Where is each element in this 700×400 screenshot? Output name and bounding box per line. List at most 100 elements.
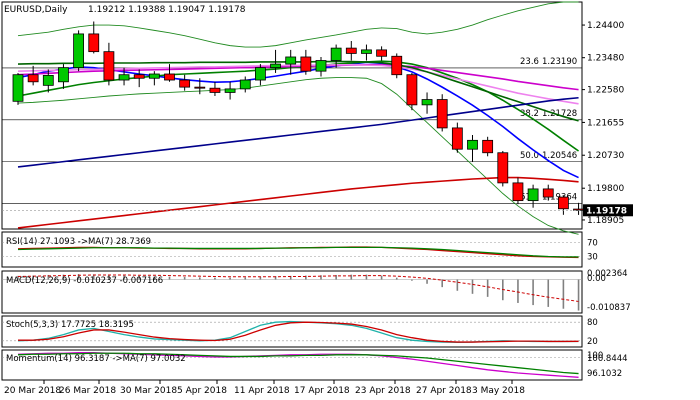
macd-y-label: -0.010837 bbox=[587, 303, 631, 313]
candle-body bbox=[482, 139, 494, 154]
candle bbox=[179, 74, 191, 91]
candle bbox=[88, 21, 100, 54]
x-tick-label: 17 Apr 2018 bbox=[294, 386, 350, 396]
panel-frame-2 bbox=[1, 270, 583, 314]
macd-title: MACD(12,26,9) -0.010237 -0.007166 bbox=[6, 276, 163, 286]
candle-body bbox=[391, 55, 403, 76]
fib-level-label: 23.6 bbox=[520, 57, 539, 67]
candle-body bbox=[467, 139, 478, 150]
fib-level-value: 1.23190 bbox=[542, 57, 577, 67]
fib-level-label: 38.2 bbox=[520, 109, 539, 119]
candle-body bbox=[451, 127, 463, 150]
candle bbox=[361, 44, 372, 61]
fib-level-value: 1.21728 bbox=[542, 109, 577, 119]
panel-frame-0 bbox=[1, 1, 583, 230]
candle bbox=[436, 94, 448, 132]
candle bbox=[391, 53, 403, 79]
x-tick-label: 27 Apr 2018 bbox=[416, 386, 472, 396]
candle-body bbox=[194, 86, 206, 89]
candle-body bbox=[330, 47, 342, 61]
bollinger-band-lower bbox=[17, 77, 579, 235]
candle bbox=[133, 69, 145, 88]
x-tick-label: 3 May 2018 bbox=[472, 386, 525, 396]
candle-body bbox=[542, 188, 554, 198]
candle bbox=[467, 135, 478, 162]
candle bbox=[345, 41, 357, 61]
candle-body bbox=[345, 47, 357, 54]
candle-body bbox=[179, 79, 191, 88]
candle bbox=[512, 177, 524, 205]
candle bbox=[42, 69, 54, 93]
candle-body bbox=[42, 75, 54, 86]
current-price-tag bbox=[583, 204, 633, 217]
candle bbox=[376, 46, 388, 61]
candle bbox=[58, 64, 69, 89]
candle-body bbox=[224, 88, 236, 93]
candle-body bbox=[73, 33, 84, 69]
momentum-y-label: 96.1032 bbox=[587, 369, 622, 379]
candle bbox=[224, 81, 236, 100]
candle bbox=[330, 44, 342, 68]
candle-body bbox=[497, 152, 509, 184]
y-tick-label: 1.18905 bbox=[587, 216, 624, 226]
candle bbox=[421, 92, 433, 114]
candle bbox=[103, 42, 115, 86]
chart-title: EURUSD,Daily bbox=[4, 5, 68, 15]
candle bbox=[558, 195, 569, 215]
y-tick-label: 1.19800 bbox=[587, 184, 624, 194]
macd-y-label: 0.00 bbox=[587, 274, 606, 284]
candle-body bbox=[361, 49, 372, 54]
bollinger-band-upper bbox=[17, 1, 579, 48]
stoch-y-label: 20 bbox=[587, 337, 598, 347]
candle bbox=[451, 122, 463, 153]
candle bbox=[239, 76, 251, 93]
x-tick-label: 5 Apr 2018 bbox=[177, 386, 227, 396]
candle bbox=[482, 136, 494, 157]
candle-body bbox=[270, 63, 281, 69]
rsi-y-label: 70 bbox=[587, 239, 598, 249]
current-price-label: 1.19178 bbox=[586, 206, 627, 216]
candle-body bbox=[285, 56, 297, 65]
candle bbox=[285, 49, 297, 75]
y-tick-label: 1.23480 bbox=[587, 54, 624, 64]
panel-frame-1 bbox=[1, 231, 583, 268]
candle bbox=[270, 49, 281, 73]
candle bbox=[315, 56, 327, 77]
candle-body bbox=[103, 51, 115, 81]
candle bbox=[27, 65, 39, 86]
candle bbox=[73, 30, 84, 72]
candle bbox=[497, 150, 509, 187]
candle-body bbox=[315, 60, 327, 72]
indicator-series-line bbox=[17, 246, 579, 258]
indicator-series-line bbox=[17, 352, 579, 375]
panel-frame-3 bbox=[1, 315, 583, 348]
indicator-series-line bbox=[18, 321, 579, 343]
candle-body bbox=[58, 67, 69, 83]
candle bbox=[194, 78, 206, 95]
momentum-y-label: 100 bbox=[587, 351, 603, 361]
fib-level-label: 50.0 bbox=[520, 151, 539, 161]
y-tick-label: 1.24400 bbox=[587, 21, 624, 31]
x-tick-label: 23 Apr 2018 bbox=[355, 386, 411, 396]
macd-y-label: 0.002364 bbox=[587, 269, 628, 279]
candle bbox=[300, 49, 312, 75]
candle-body bbox=[239, 79, 251, 90]
candle-body bbox=[527, 188, 539, 202]
candle-body bbox=[88, 33, 100, 53]
candle bbox=[118, 67, 130, 86]
candle-body bbox=[12, 74, 24, 102]
fib-level-value: 1.20546 bbox=[542, 151, 577, 161]
candle bbox=[254, 64, 266, 86]
x-tick-label: 26 Mar 2018 bbox=[59, 386, 116, 396]
candle-body bbox=[512, 182, 524, 202]
candle-body bbox=[118, 74, 130, 81]
candle bbox=[527, 184, 539, 208]
y-tick-label: 1.22580 bbox=[587, 86, 624, 96]
macd-signal-line bbox=[17, 274, 579, 302]
candle-body bbox=[164, 73, 175, 81]
candle-body bbox=[209, 87, 221, 93]
candle bbox=[209, 81, 221, 96]
momentum-title: Momentum(14) 96.3187 ->MA(7) 97.0032 bbox=[6, 354, 186, 364]
candle-body bbox=[148, 73, 160, 79]
